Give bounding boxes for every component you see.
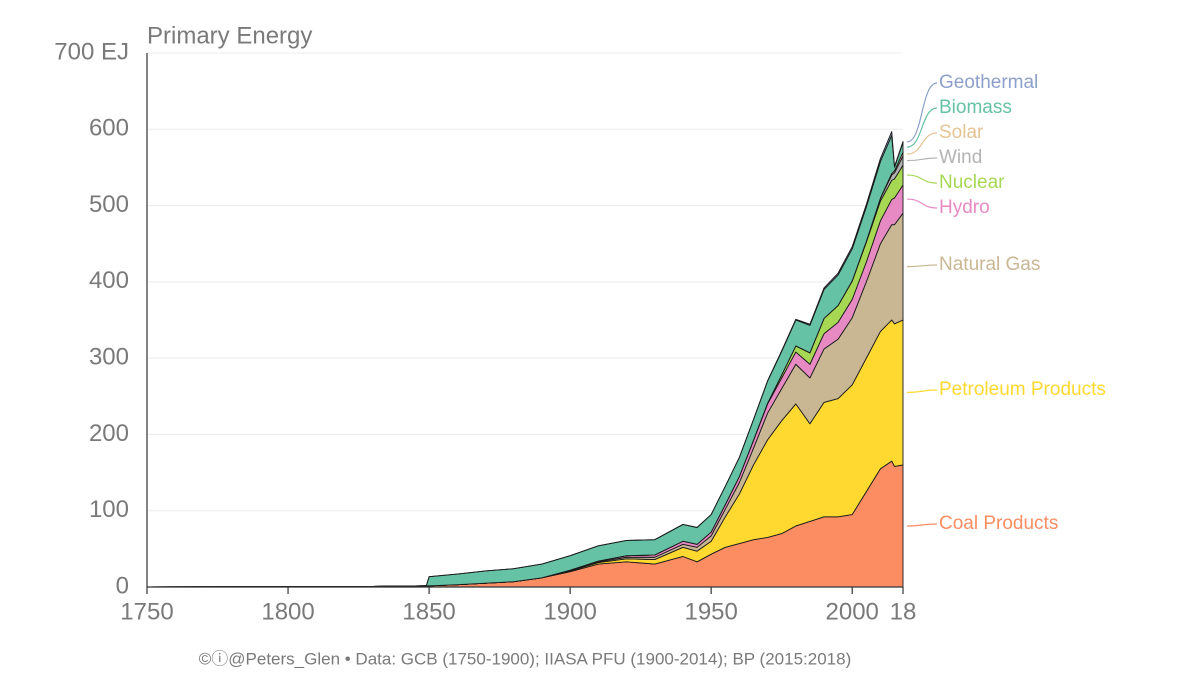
leader-line bbox=[906, 157, 938, 162]
x-tick-label: 18 bbox=[890, 598, 917, 625]
areas bbox=[146, 131, 904, 588]
legend-label: Nuclear bbox=[939, 172, 1005, 193]
legend-label: Geothermal bbox=[939, 72, 1038, 93]
legend-label: Wind bbox=[939, 147, 982, 168]
y-tick-label: 0 bbox=[116, 572, 129, 599]
leader-line bbox=[906, 174, 938, 184]
legend-label: Hydro bbox=[939, 197, 990, 218]
x-tick-label: 1750 bbox=[120, 598, 173, 625]
x-tick-label: 2000 bbox=[826, 598, 879, 625]
legend-label: Petroleum Products bbox=[939, 379, 1106, 400]
y-tick-label: 600 bbox=[89, 115, 129, 142]
legend-label: Biomass bbox=[939, 97, 1012, 118]
footer: ©ⓘ@Peters_Glen • Data: GCB (1750-1900); … bbox=[199, 649, 851, 668]
x-tick-label: 1900 bbox=[543, 598, 596, 625]
leader-line bbox=[906, 523, 938, 527]
leader-line bbox=[906, 389, 938, 394]
y-tick-label: 700 EJ bbox=[54, 38, 129, 65]
area bbox=[146, 131, 904, 588]
leader-line bbox=[906, 82, 938, 143]
x-tick-label: 1850 bbox=[402, 598, 455, 625]
leader-line bbox=[906, 107, 938, 148]
legend-label: Coal Products bbox=[939, 513, 1058, 534]
x-tick-label: 1800 bbox=[261, 598, 314, 625]
leader-line bbox=[906, 132, 938, 155]
y-tick-label: 400 bbox=[89, 267, 129, 294]
leader-line bbox=[906, 264, 938, 268]
y-tick-label: 100 bbox=[89, 496, 129, 523]
legend-label: Solar bbox=[939, 122, 984, 143]
y-tick-label: 200 bbox=[89, 420, 129, 447]
legend-label: Natural Gas bbox=[939, 254, 1040, 275]
chart-title: Primary Energy bbox=[147, 22, 312, 49]
leader-line bbox=[906, 198, 938, 209]
x-tick-label: 1950 bbox=[684, 598, 737, 625]
y-tick-label: 300 bbox=[89, 343, 129, 370]
y-tick-label: 500 bbox=[89, 191, 129, 218]
